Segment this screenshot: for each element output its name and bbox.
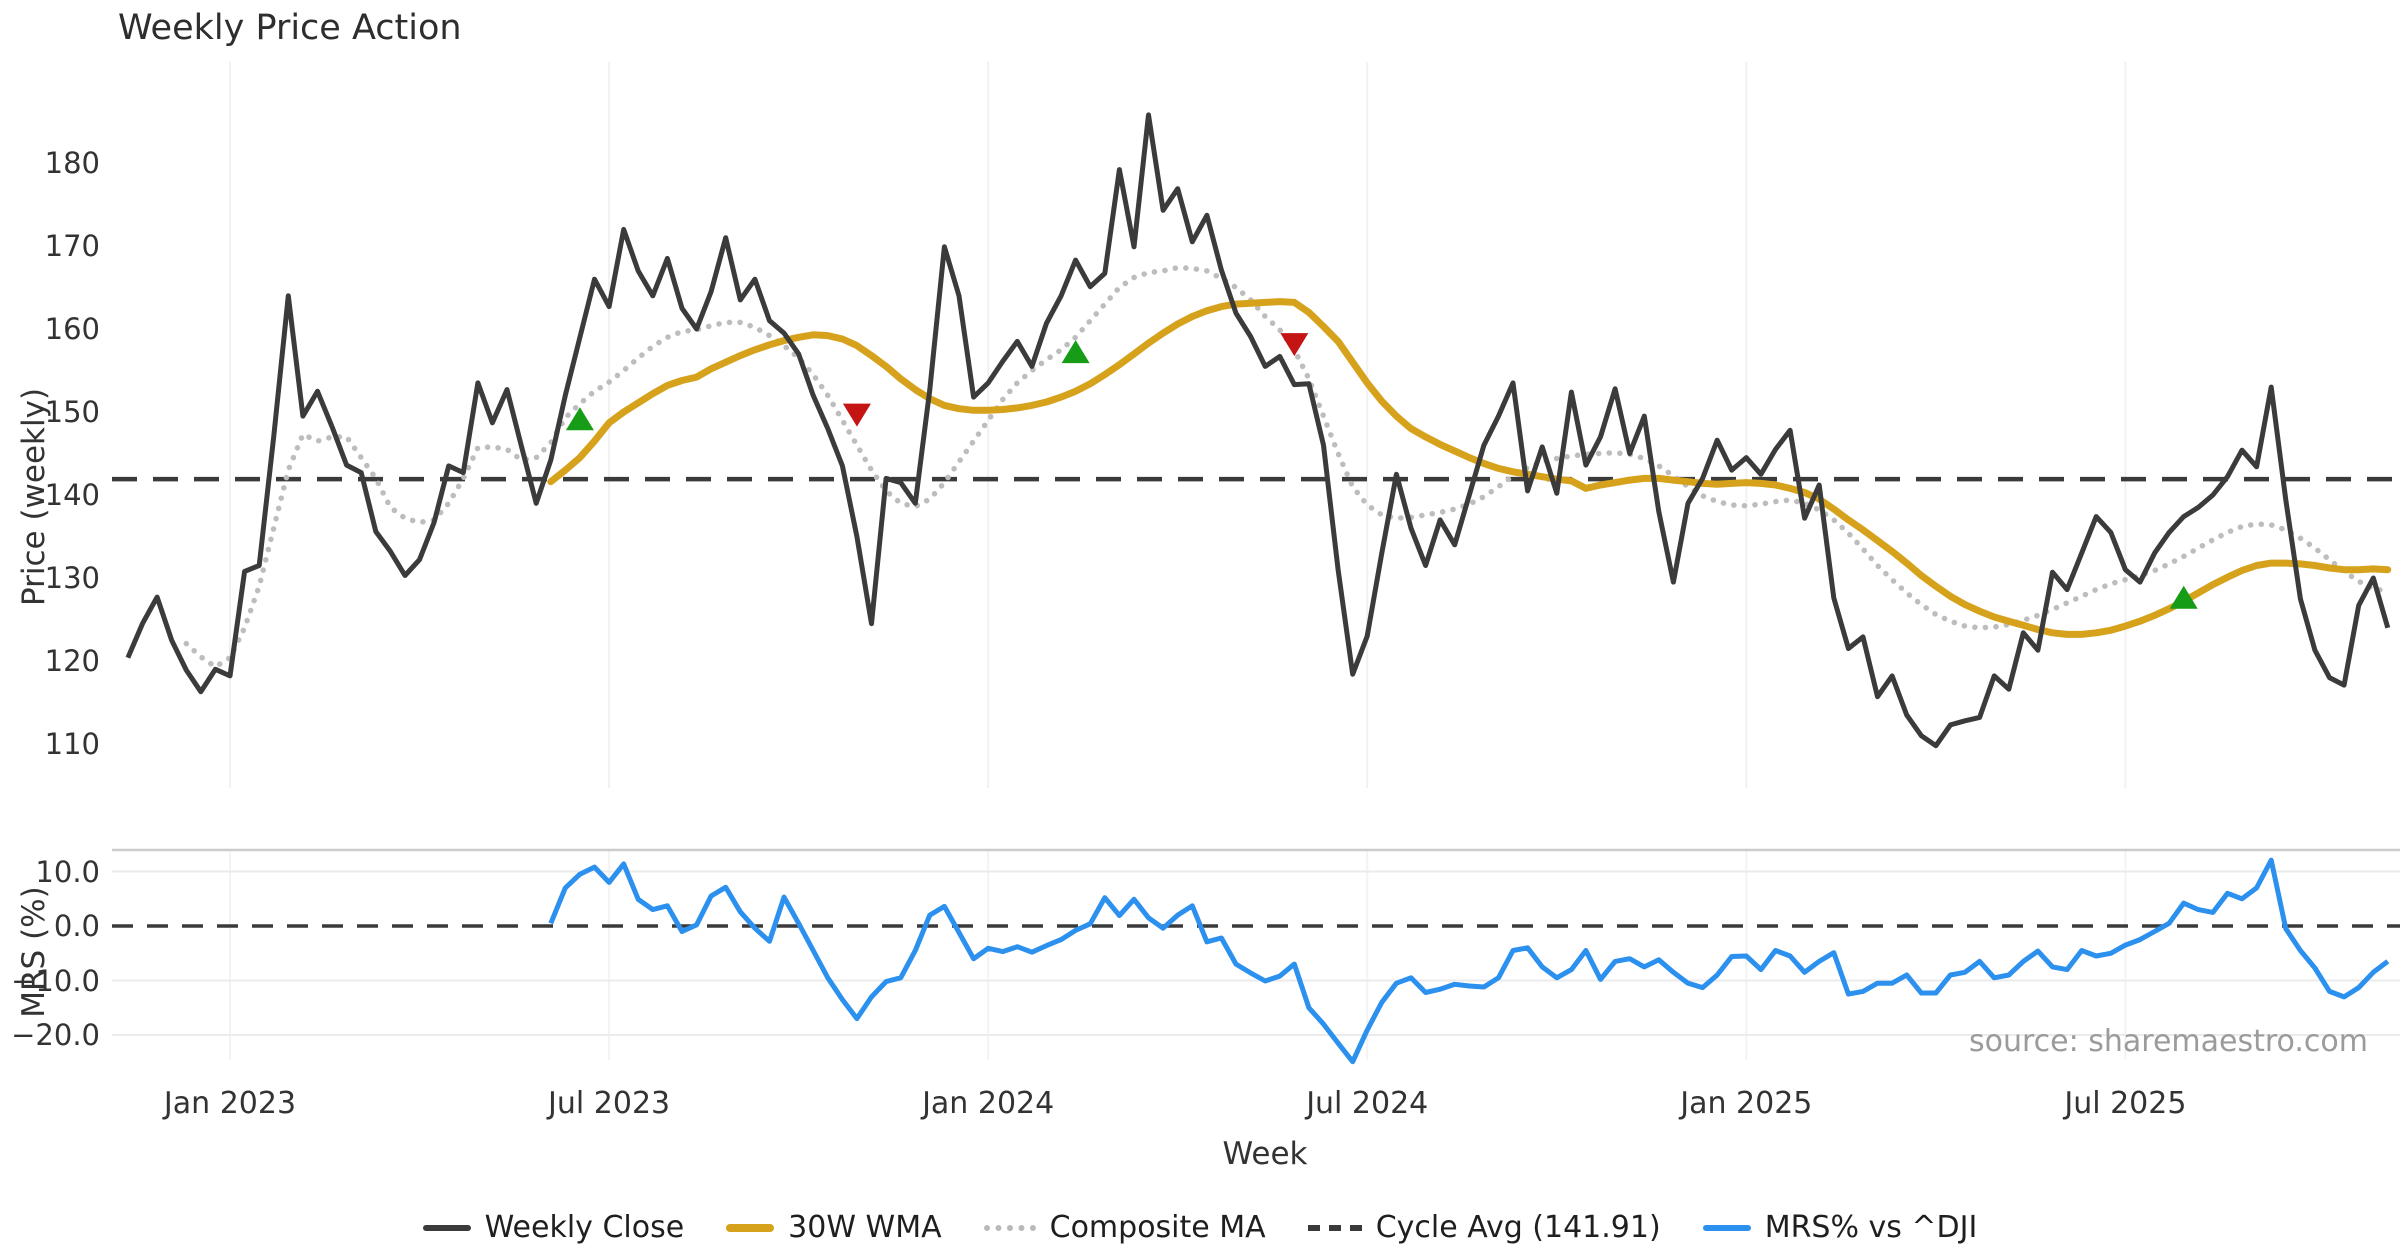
legend: Weekly Close 30W WMA Composite MA Cycle Avg… xyxy=(0,1210,2400,1245)
mrs-ytick-label: 10.0 xyxy=(35,854,100,889)
chart-title: Weekly Price Action xyxy=(118,8,462,48)
wma-30w-line xyxy=(547,298,2392,638)
x-tick-label: Jan 2025 xyxy=(1680,1086,1813,1121)
legend-label: Weekly Close xyxy=(484,1210,685,1245)
legend-item: MRS% vs ^DJI xyxy=(1702,1210,1978,1245)
y-axis-title-mrs: MRS (%) xyxy=(16,886,52,1018)
mrs-ytick-label: −20.0 xyxy=(11,1018,100,1052)
price-ytick-label: 170 xyxy=(44,229,100,263)
buy-signal-marker xyxy=(565,407,594,431)
price-ytick-label: 160 xyxy=(44,312,100,346)
buy-signal-marker xyxy=(2169,585,2198,609)
sell-signal-marker xyxy=(842,403,871,427)
legend-swatch-solid-gold xyxy=(726,1223,775,1232)
price-ytick-label: 140 xyxy=(44,478,100,512)
sell-signal-marker xyxy=(1280,333,1309,357)
source-note: source: sharemaestro.com xyxy=(1969,1024,2368,1059)
legend-item: Cycle Avg (141.91) xyxy=(1307,1210,1661,1245)
legend-label: MRS% vs ^DJI xyxy=(1764,1210,1978,1245)
mrs-ytick-label: 0.0 xyxy=(53,909,100,943)
x-tick-label: Jan 2024 xyxy=(922,1086,1055,1121)
price-ytick-label: 120 xyxy=(44,644,100,678)
legend-label: Cycle Avg (141.91) xyxy=(1375,1210,1661,1245)
legend-swatch-dotted-gray xyxy=(983,1224,1036,1231)
mrs-ytick-label: −10.0 xyxy=(11,963,100,998)
legend-item: 30W WMA xyxy=(726,1210,942,1245)
x-axis-title: Week xyxy=(1222,1136,1308,1172)
x-tick-label: Jul 2024 xyxy=(1306,1086,1429,1121)
price-ytick-label: 180 xyxy=(44,146,100,180)
x-tick-label: Jul 2023 xyxy=(548,1086,671,1121)
price-ytick-label: 110 xyxy=(44,727,100,761)
legend-label: Composite MA xyxy=(1049,1210,1266,1245)
composite-ma-line xyxy=(183,264,2391,670)
buy-signal-marker xyxy=(1061,340,1090,364)
legend-swatch-dashed-dark xyxy=(1307,1224,1362,1231)
legend-label: 30W WMA xyxy=(788,1210,942,1245)
price-ytick-label: 150 xyxy=(44,395,100,429)
legend-swatch-solid-dark xyxy=(422,1224,471,1231)
legend-swatch-solid-blue xyxy=(1702,1224,1751,1231)
mrs-line xyxy=(548,857,2390,1065)
legend-item: Weekly Close xyxy=(422,1210,685,1245)
x-tick-label: Jul 2025 xyxy=(2064,1086,2187,1121)
weekly-close-line xyxy=(125,112,2391,749)
legend-item: Composite MA xyxy=(983,1210,1266,1245)
price-ytick-label: 130 xyxy=(44,561,100,595)
x-tick-label: Jan 2023 xyxy=(163,1086,297,1121)
